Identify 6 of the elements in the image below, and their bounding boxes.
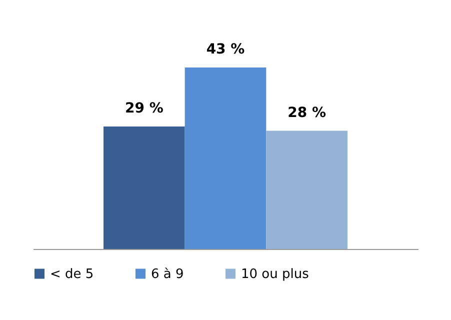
data-label: 29 % (124, 100, 164, 117)
legend-label: 6 à 9 (151, 266, 184, 282)
legend-label: < de 5 (50, 266, 94, 282)
data-label: 28 % (288, 104, 326, 121)
legend-label: 10 ou plus (241, 266, 310, 282)
data-label: 43 % (206, 41, 245, 58)
